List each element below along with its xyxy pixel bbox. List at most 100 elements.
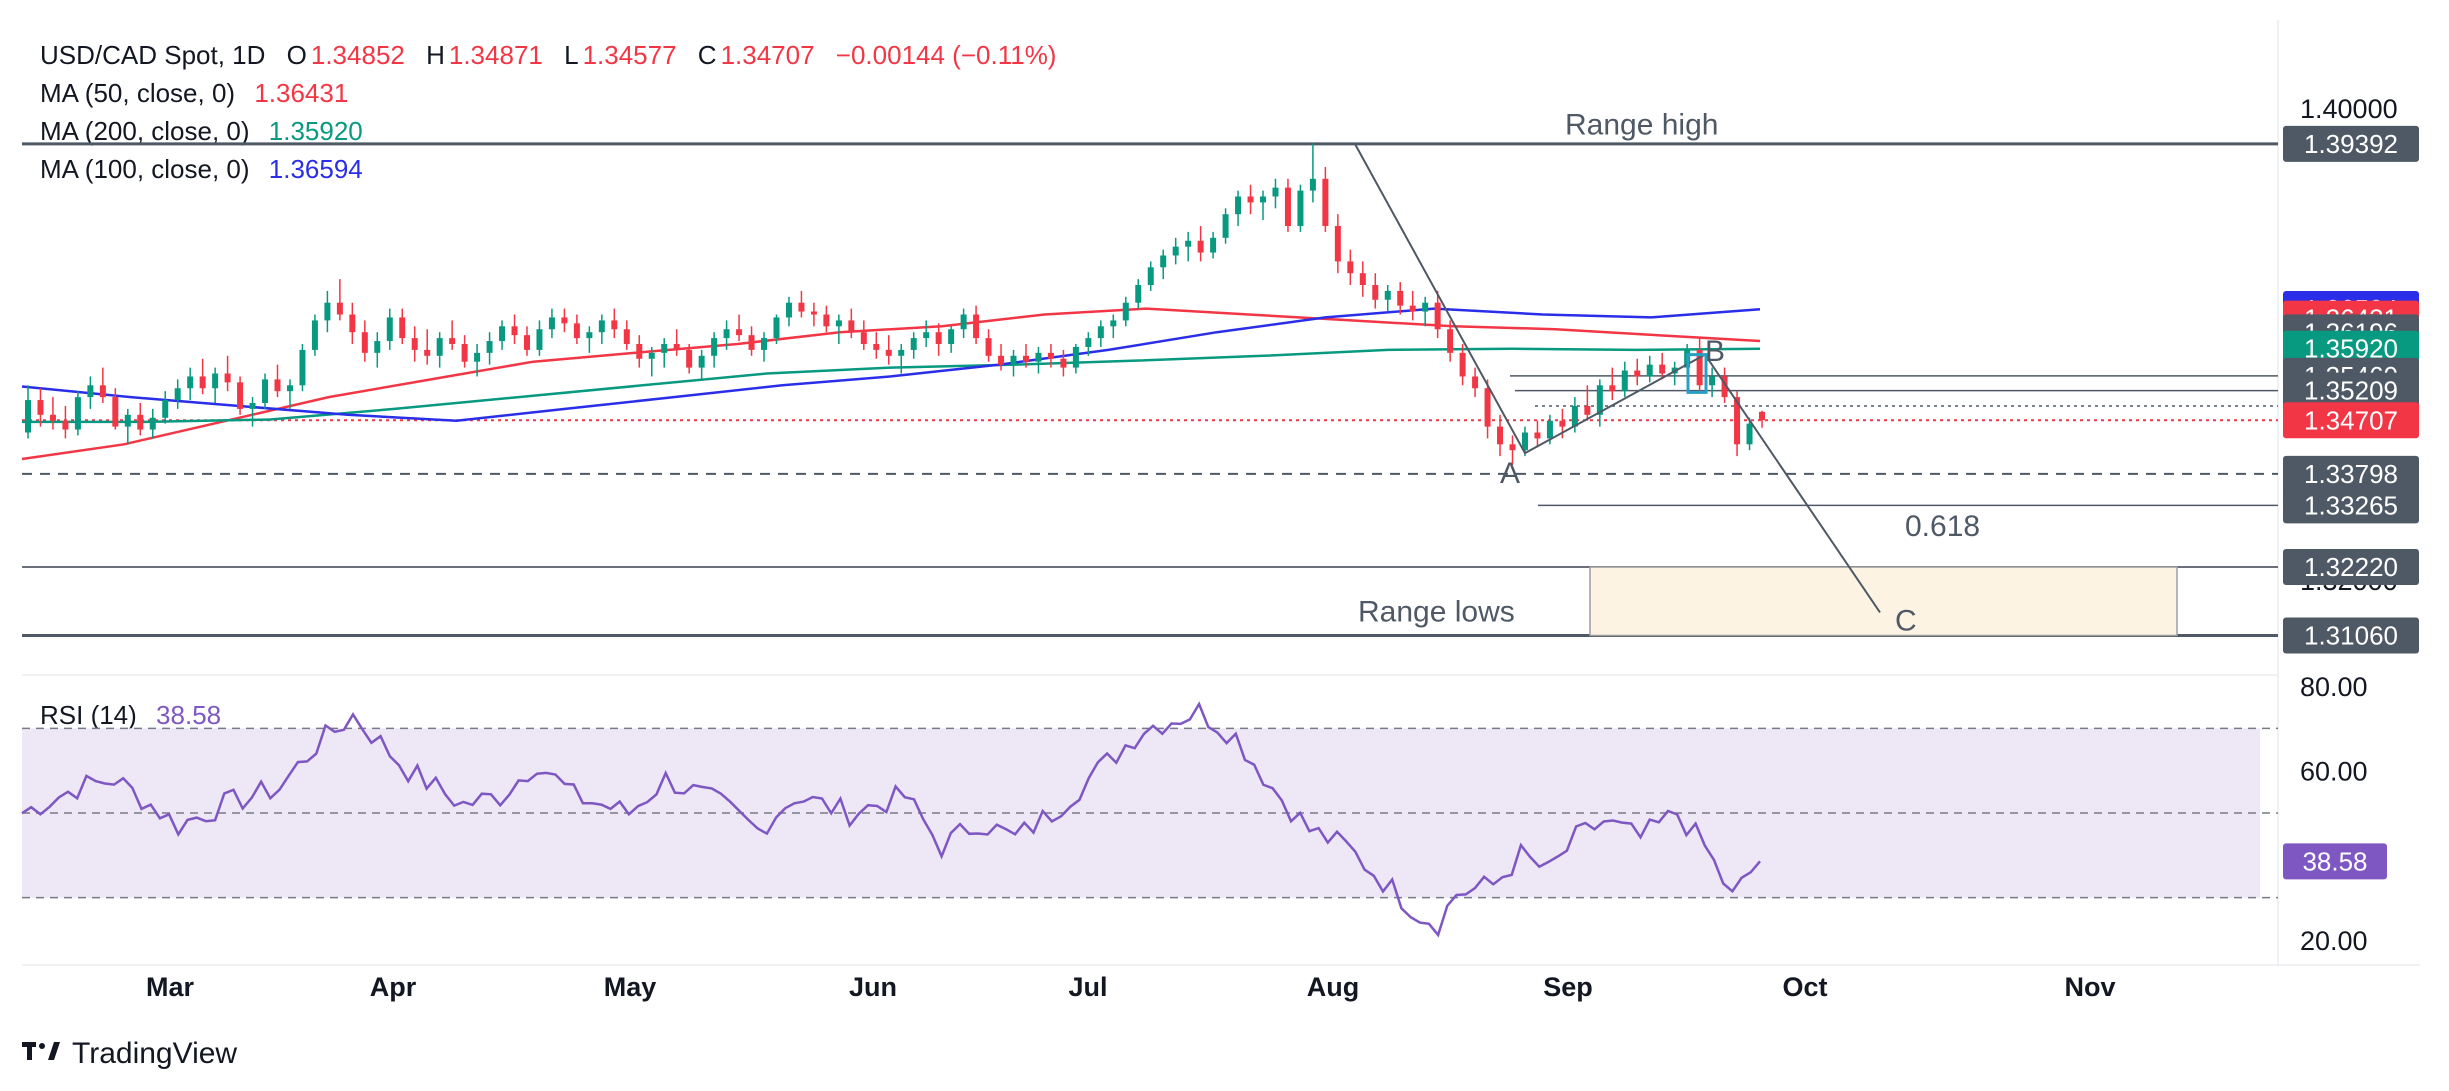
candle-body	[1509, 444, 1516, 451]
candle	[1397, 282, 1404, 315]
candle	[1497, 414, 1504, 457]
candle-body	[99, 385, 106, 398]
candle-body	[873, 344, 880, 350]
high-value: 1.34871	[448, 40, 543, 70]
candle	[1172, 237, 1179, 265]
candle-body	[1472, 376, 1479, 389]
candle	[74, 391, 81, 436]
candle	[1696, 338, 1703, 392]
rsi-label: RSI (14)	[40, 700, 137, 730]
candle-body	[1484, 388, 1491, 427]
candle-body	[935, 332, 942, 344]
candle	[835, 314, 842, 344]
candle-body	[486, 341, 493, 353]
candle-body	[1135, 285, 1142, 303]
candle	[810, 302, 817, 327]
label-fib-0-618: 0.618	[1905, 510, 1980, 543]
candle	[424, 329, 431, 365]
symbol-title: USD/CAD Spot, 1D	[40, 40, 266, 70]
ma200-legend[interactable]: MA (200, close, 0) 1.35920	[40, 116, 367, 147]
price-tag: 1.34707	[2283, 402, 2419, 439]
rsi-panel	[21, 701, 2278, 938]
candle-body	[1022, 355, 1029, 362]
candle-body	[1546, 420, 1553, 439]
candle	[636, 335, 643, 368]
candle	[1060, 349, 1067, 377]
x-tick-label: Oct	[1782, 972, 1827, 1002]
candle	[761, 332, 768, 362]
candle	[1085, 332, 1092, 356]
candle-body	[960, 314, 967, 330]
candle	[274, 364, 281, 398]
candle-body	[810, 311, 817, 315]
candle	[399, 308, 406, 344]
candle-body	[1235, 196, 1242, 215]
candle-body	[985, 338, 992, 356]
candle	[1746, 417, 1753, 451]
candle-body	[286, 385, 293, 392]
candle-body	[611, 320, 618, 330]
low-label: L	[564, 40, 579, 70]
candle-body	[1359, 273, 1366, 285]
candle	[1222, 208, 1229, 244]
candle	[386, 308, 393, 350]
rsi-legend[interactable]: RSI (14) 38.58	[40, 700, 225, 731]
tradingview-brand[interactable]: TradingView	[22, 1037, 237, 1071]
ma50-legend[interactable]: MA (50, close, 0) 1.36431	[40, 78, 352, 109]
candle	[923, 320, 930, 347]
candle-body	[1696, 349, 1703, 386]
candle-body	[361, 332, 368, 353]
candle	[112, 388, 119, 430]
candle	[299, 344, 306, 392]
candle-body	[661, 344, 668, 353]
label-b: B	[1705, 335, 1725, 368]
candle	[948, 326, 955, 353]
candle-body	[1397, 290, 1404, 306]
candle-body	[1272, 187, 1279, 197]
candle	[1309, 143, 1316, 203]
candle-body	[523, 335, 530, 350]
candle	[711, 332, 718, 368]
candle-body	[1447, 329, 1454, 353]
candle	[137, 403, 144, 436]
candle	[1759, 410, 1765, 428]
close-label: C	[697, 40, 717, 70]
ma100-legend[interactable]: MA (100, close, 0) 1.36594	[40, 154, 367, 185]
candle-body	[1010, 355, 1017, 365]
candle-body	[1309, 178, 1316, 191]
candle	[860, 320, 867, 350]
candle	[37, 388, 44, 427]
label-c: C	[1895, 604, 1917, 637]
candle-body	[262, 379, 269, 403]
candle-body	[1734, 397, 1741, 445]
candle-body	[1746, 423, 1753, 445]
candle-body	[149, 417, 156, 430]
rsi-value: 38.58	[156, 700, 222, 730]
candle-body	[249, 403, 256, 409]
candle	[1709, 367, 1716, 398]
candle	[486, 332, 493, 365]
price-tag-text: 1.31060	[2304, 620, 2398, 650]
candle-body	[1085, 338, 1092, 347]
candle	[237, 376, 244, 415]
price-tag-bg	[2283, 549, 2419, 586]
price-tag-bg	[2283, 402, 2419, 439]
price-tag-bg	[2283, 125, 2419, 162]
candle	[1372, 273, 1379, 309]
candle-body	[137, 414, 144, 430]
candle	[62, 405, 69, 439]
candle	[511, 314, 518, 344]
candle	[573, 314, 580, 344]
candle	[586, 326, 593, 353]
candle-body	[1559, 420, 1566, 427]
candle	[174, 379, 181, 409]
candle	[1097, 320, 1104, 347]
highlight-box	[1686, 353, 1708, 394]
brand-name: TradingView	[72, 1037, 238, 1070]
candle	[973, 305, 980, 344]
price-tag-text: 1.33265	[2304, 490, 2398, 520]
price-tag-bg	[2283, 455, 2419, 492]
candle-body	[536, 329, 543, 350]
candle	[698, 349, 705, 380]
